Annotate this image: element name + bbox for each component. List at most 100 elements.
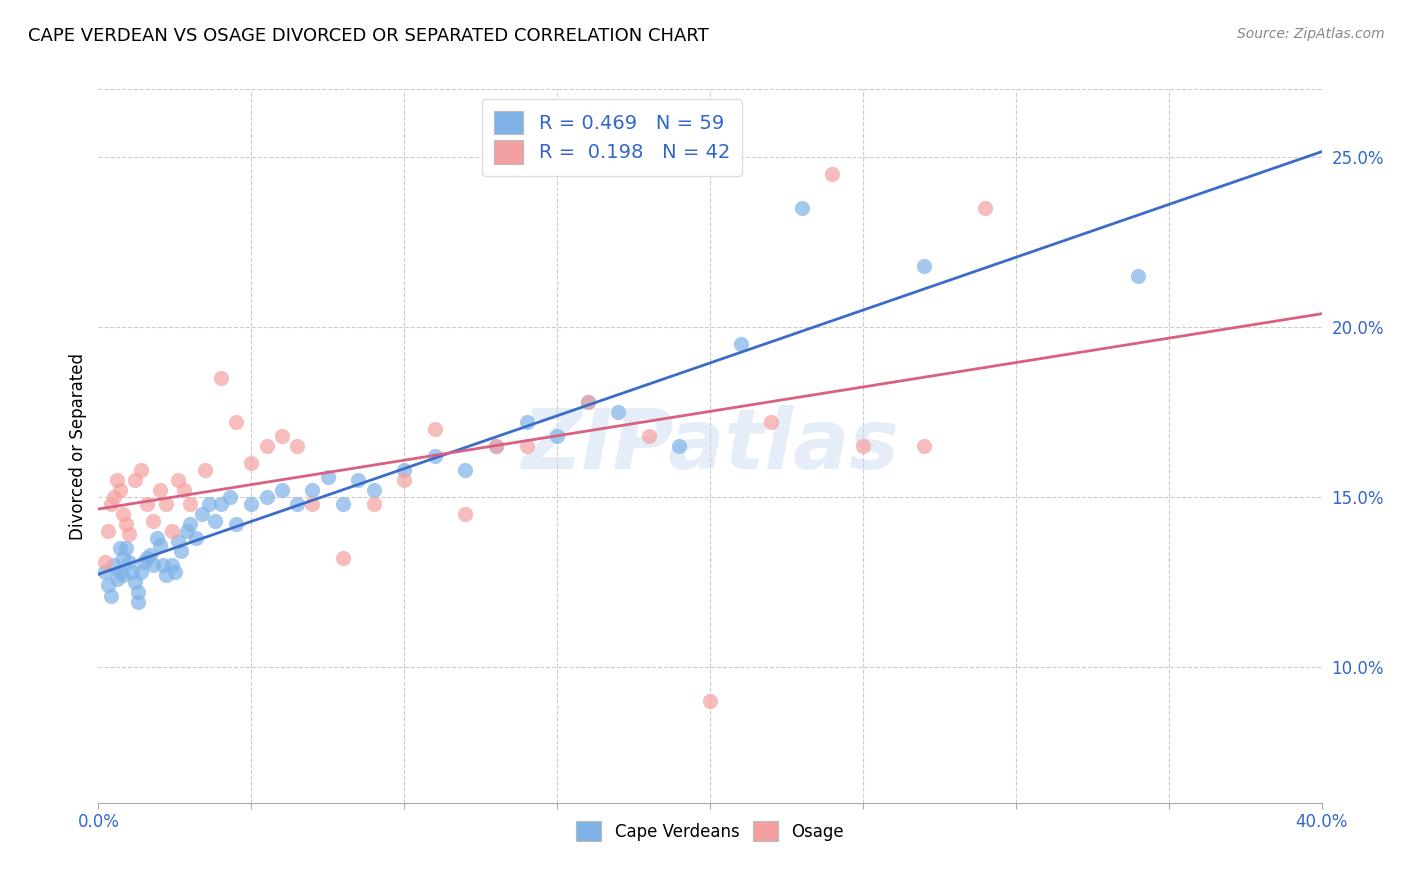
Point <box>170 544 193 558</box>
Point <box>115 541 138 555</box>
Point <box>105 473 128 487</box>
Point <box>423 449 446 463</box>
Point <box>225 415 247 429</box>
Point <box>204 514 226 528</box>
Point <box>423 422 446 436</box>
Point <box>668 439 690 453</box>
Point <box>699 694 721 708</box>
Point <box>225 517 247 532</box>
Point <box>285 497 308 511</box>
Point <box>194 463 217 477</box>
Point <box>730 337 752 351</box>
Point <box>301 483 323 498</box>
Point <box>100 497 122 511</box>
Point <box>111 551 134 566</box>
Point <box>108 565 131 579</box>
Point <box>127 595 149 609</box>
Point <box>363 483 385 498</box>
Point <box>105 572 128 586</box>
Point <box>912 439 935 453</box>
Point <box>576 394 599 409</box>
Point <box>852 439 875 453</box>
Text: ZIPatlas: ZIPatlas <box>522 406 898 486</box>
Point <box>118 527 141 541</box>
Point <box>163 565 186 579</box>
Point <box>790 201 813 215</box>
Point <box>97 524 120 538</box>
Point <box>759 415 782 429</box>
Point <box>392 463 416 477</box>
Point <box>454 507 477 521</box>
Point <box>516 439 538 453</box>
Point <box>167 473 190 487</box>
Point <box>219 490 242 504</box>
Point <box>256 439 278 453</box>
Point <box>152 558 174 572</box>
Point <box>103 490 125 504</box>
Point <box>142 558 165 572</box>
Point <box>1128 269 1150 284</box>
Point <box>97 578 120 592</box>
Legend: Cape Verdeans, Osage: Cape Verdeans, Osage <box>569 814 851 848</box>
Point <box>160 558 183 572</box>
Point <box>93 555 115 569</box>
Point <box>108 483 131 498</box>
Point <box>129 463 152 477</box>
Point <box>347 473 370 487</box>
Point <box>186 531 208 545</box>
Point <box>93 565 115 579</box>
Point <box>240 497 263 511</box>
Point <box>149 537 172 551</box>
Point <box>256 490 278 504</box>
Point <box>118 555 141 569</box>
Point <box>607 405 630 419</box>
Point <box>108 541 131 555</box>
Point <box>142 514 165 528</box>
Point <box>392 473 416 487</box>
Point <box>173 483 195 498</box>
Point <box>285 439 308 453</box>
Point <box>240 456 263 470</box>
Point <box>129 565 152 579</box>
Point <box>179 497 201 511</box>
Point <box>124 473 146 487</box>
Point <box>134 555 156 569</box>
Point <box>576 394 599 409</box>
Text: CAPE VERDEAN VS OSAGE DIVORCED OR SEPARATED CORRELATION CHART: CAPE VERDEAN VS OSAGE DIVORCED OR SEPARA… <box>28 27 709 45</box>
Point <box>124 574 146 589</box>
Point <box>127 585 149 599</box>
Point <box>176 524 198 538</box>
Text: Source: ZipAtlas.com: Source: ZipAtlas.com <box>1237 27 1385 41</box>
Point <box>121 565 143 579</box>
Point <box>363 497 385 511</box>
Point <box>149 483 172 498</box>
Point <box>139 548 162 562</box>
Point <box>115 517 138 532</box>
Point <box>332 497 354 511</box>
Point <box>160 524 183 538</box>
Point <box>155 568 177 582</box>
Point <box>454 463 477 477</box>
Point <box>100 589 122 603</box>
Point <box>332 551 354 566</box>
Point <box>136 497 159 511</box>
Point <box>301 497 323 511</box>
Point <box>485 439 508 453</box>
Point <box>111 507 134 521</box>
Point <box>516 415 538 429</box>
Point <box>103 558 125 572</box>
Point <box>912 259 935 273</box>
Point <box>546 429 568 443</box>
Point <box>270 483 292 498</box>
Y-axis label: Divorced or Separated: Divorced or Separated <box>69 352 87 540</box>
Point <box>111 568 134 582</box>
Point <box>136 551 159 566</box>
Point <box>155 497 177 511</box>
Point <box>209 371 232 385</box>
Point <box>209 497 232 511</box>
Point <box>316 469 339 483</box>
Point <box>197 497 219 511</box>
Point <box>179 517 201 532</box>
Point <box>485 439 508 453</box>
Point <box>167 534 190 549</box>
